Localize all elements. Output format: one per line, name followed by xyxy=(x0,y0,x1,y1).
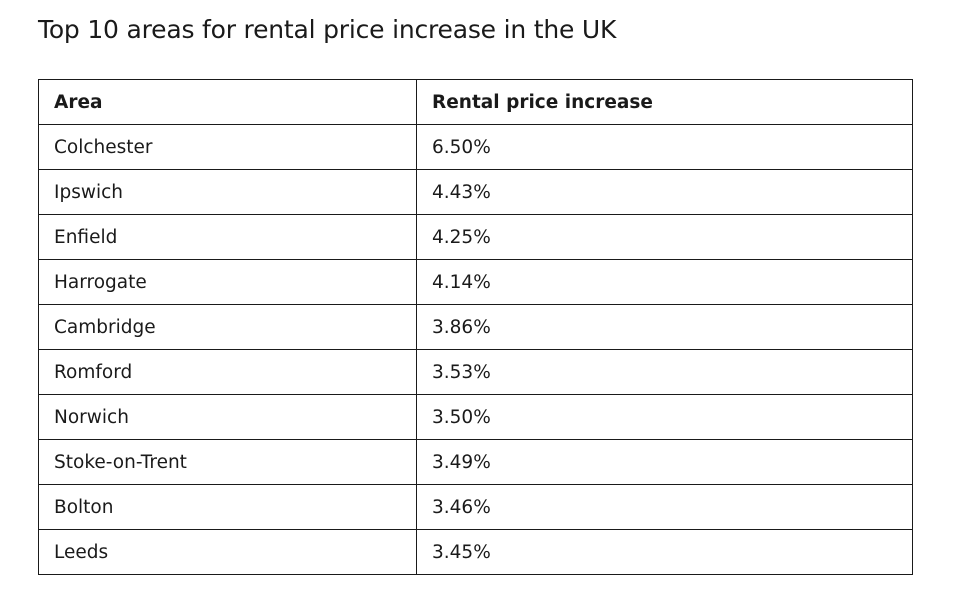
table-header-row: Area Rental price increase xyxy=(38,79,913,125)
table-row: Harrogate 4.14% xyxy=(38,259,913,305)
area-cell: Enfield xyxy=(38,214,417,260)
increase-cell: 3.49% xyxy=(416,439,913,485)
column-header-area: Area xyxy=(38,79,417,125)
increase-cell: 3.45% xyxy=(416,529,913,575)
area-cell: Leeds xyxy=(38,529,417,575)
column-header-rental-price-increase: Rental price increase xyxy=(416,79,913,125)
increase-cell: 3.86% xyxy=(416,304,913,350)
table-row: Leeds 3.45% xyxy=(38,529,913,575)
area-cell: Ipswich xyxy=(38,169,417,215)
increase-cell: 4.43% xyxy=(416,169,913,215)
table-row: Norwich 3.50% xyxy=(38,394,913,440)
increase-cell: 4.25% xyxy=(416,214,913,260)
area-cell: Stoke-on-Trent xyxy=(38,439,417,485)
area-cell: Norwich xyxy=(38,394,417,440)
table-row: Cambridge 3.86% xyxy=(38,304,913,350)
area-cell: Romford xyxy=(38,349,417,395)
page-title: Top 10 areas for rental price increase i… xyxy=(38,15,617,44)
table-row: Enfield 4.25% xyxy=(38,214,913,260)
table-row: Ipswich 4.43% xyxy=(38,169,913,215)
increase-cell: 4.14% xyxy=(416,259,913,305)
table-row: Bolton 3.46% xyxy=(38,484,913,530)
area-cell: Cambridge xyxy=(38,304,417,350)
area-cell: Bolton xyxy=(38,484,417,530)
table-row: Colchester 6.50% xyxy=(38,124,913,170)
rental-increase-table: Area Rental price increase Colchester 6.… xyxy=(38,79,913,575)
table-row: Romford 3.53% xyxy=(38,349,913,395)
table-row: Stoke-on-Trent 3.49% xyxy=(38,439,913,485)
area-cell: Colchester xyxy=(38,124,417,170)
increase-cell: 3.53% xyxy=(416,349,913,395)
increase-cell: 6.50% xyxy=(416,124,913,170)
increase-cell: 3.50% xyxy=(416,394,913,440)
area-cell: Harrogate xyxy=(38,259,417,305)
increase-cell: 3.46% xyxy=(416,484,913,530)
